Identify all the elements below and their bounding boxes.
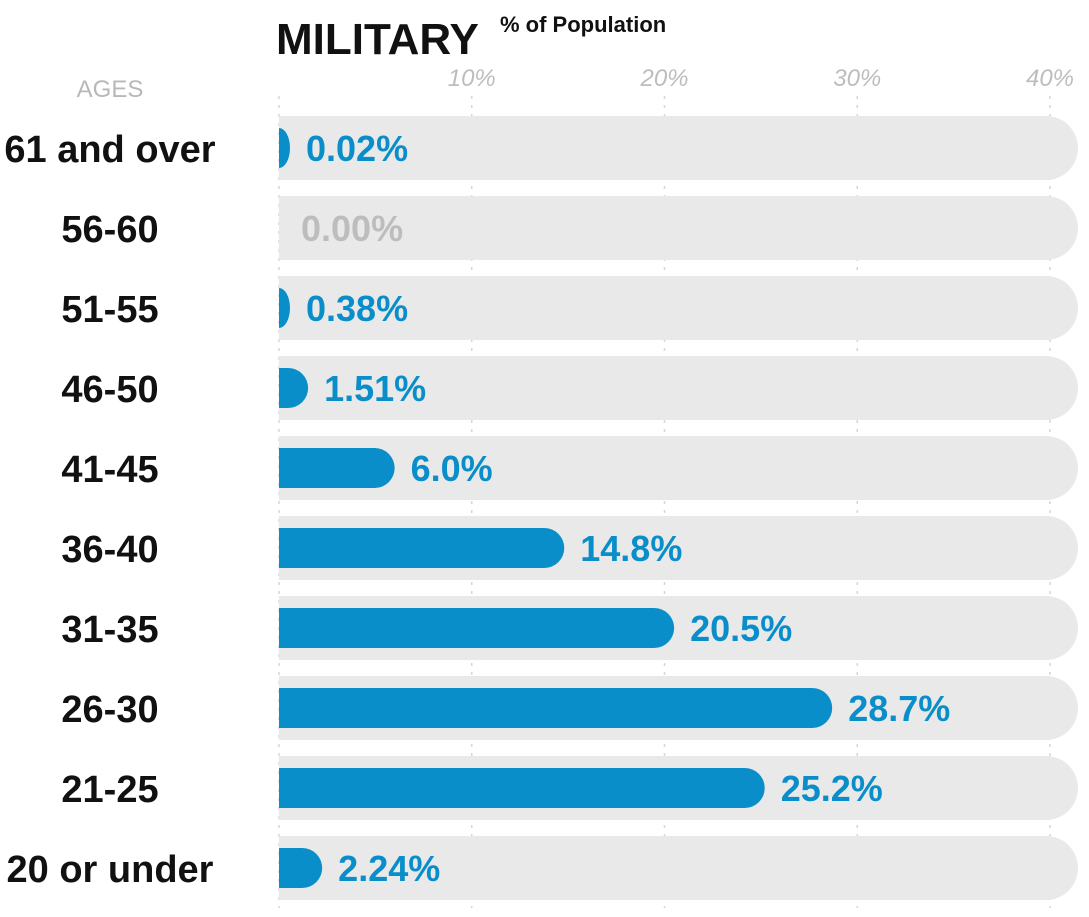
bars xyxy=(279,128,833,888)
labels: 10% 20% 30% 40% 61 and over 0.02% 56-60 0.00% 51… xyxy=(4,65,1074,891)
category-label: 36-40 xyxy=(61,529,158,571)
x-tick-label: 20% xyxy=(639,65,688,92)
bar-track xyxy=(279,276,1078,340)
value-label: 0.00% xyxy=(301,208,403,249)
category-axis-label: AGES xyxy=(77,76,144,103)
bar xyxy=(279,848,323,888)
value-label: 28.7% xyxy=(848,688,950,729)
value-label: 1.51% xyxy=(324,368,426,409)
bar xyxy=(279,448,395,488)
value-label: 6.0% xyxy=(411,448,493,489)
value-label: 0.38% xyxy=(306,288,408,329)
x-tick-label: 30% xyxy=(833,65,881,92)
category-label: 61 and over xyxy=(4,129,215,171)
value-label: 2.24% xyxy=(338,848,440,889)
bar xyxy=(279,128,290,168)
value-label: 14.8% xyxy=(580,528,682,569)
value-label: 20.5% xyxy=(690,608,792,649)
bar xyxy=(279,288,290,328)
category-label: 26-30 xyxy=(61,689,158,731)
bar-track xyxy=(279,436,1078,500)
value-label: 25.2% xyxy=(781,768,883,809)
bar xyxy=(279,608,675,648)
value-label: 0.02% xyxy=(306,128,408,169)
bar xyxy=(279,368,309,408)
category-label: 20 or under xyxy=(7,849,214,891)
x-tick-label: 10% xyxy=(448,65,496,92)
bar xyxy=(279,528,565,568)
bar xyxy=(279,768,765,808)
category-label: 46-50 xyxy=(61,369,158,411)
x-tick-label: 40% xyxy=(1026,65,1074,92)
category-label: 31-35 xyxy=(61,609,158,651)
category-label: 51-55 xyxy=(61,289,158,331)
bar-track xyxy=(279,116,1078,180)
bar-track xyxy=(279,356,1078,420)
bar xyxy=(279,688,833,728)
category-label: 56-60 xyxy=(61,209,158,251)
category-label: 21-25 xyxy=(61,769,158,811)
bar-track xyxy=(279,196,1078,260)
bar-track xyxy=(279,836,1078,900)
chart-title: MILITARY xyxy=(276,15,479,64)
chart-subtitle: % of Population xyxy=(500,12,666,37)
category-label: 41-45 xyxy=(61,449,158,491)
bar-track-edge xyxy=(279,196,343,260)
